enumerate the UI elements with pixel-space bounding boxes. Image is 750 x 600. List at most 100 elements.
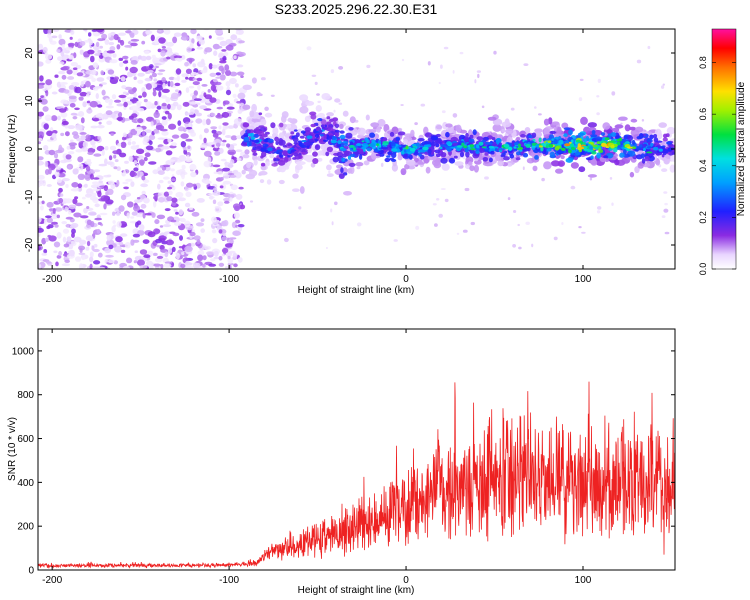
spectrogram-signal-blob (382, 143, 389, 146)
spectrogram-noise-blob (58, 251, 62, 256)
spectrogram-noise-blob (85, 80, 91, 88)
spectrogram-signal-blob (330, 139, 338, 144)
spectrogram-noise-blob (219, 60, 227, 64)
spectrogram-noise-blob (190, 72, 195, 78)
spectrogram-speckle (664, 231, 670, 235)
spectrogram-noise-blob (130, 128, 138, 136)
spectrogram-noise-blob (104, 146, 109, 151)
spectrogram-signal-blob (469, 134, 474, 139)
spectrogram-signal-blob (476, 148, 480, 151)
spectrogram-noise-blob (68, 95, 77, 100)
spectrogram-noise-blob (158, 90, 162, 98)
spectrogram-signal-blob (424, 132, 433, 138)
spectrogram-signal-blob (452, 142, 458, 146)
spectrogram-noise-blob (52, 29, 60, 33)
snr-y-tick-label: 0 (28, 566, 34, 577)
spectrogram-signal-blob (671, 151, 675, 155)
spectrogram-signal-blob (397, 154, 403, 161)
spectrogram-signal-blob (619, 152, 625, 158)
spectrogram-noise-blob (180, 217, 186, 223)
spectrogram-noise-blob (159, 165, 164, 168)
spectrogram-noise-blob (164, 208, 171, 212)
spectrogram-noise-blob (43, 123, 49, 130)
spectrogram-signal-blob (662, 137, 668, 142)
spectrogram-signal-blob (475, 150, 480, 154)
spectrogram-noise-blob (228, 172, 235, 176)
spectrogram-speckle (317, 100, 321, 104)
spectrogram-speckle (452, 70, 455, 74)
spectrogram-signal-blob (281, 111, 289, 119)
spectrogram-signal-blob (522, 152, 529, 158)
spectrogram-noise-blob (86, 100, 91, 104)
spectrogram-signal-blob (326, 116, 331, 120)
spectrogram-noise-blob (100, 82, 107, 85)
spectrogram-speckle (440, 188, 446, 190)
spectrogram-noise-blob (58, 197, 64, 204)
spectrogram-noise-blob (124, 160, 129, 164)
spectrogram-noise-blob (55, 261, 59, 267)
spectrogram-noise-blob (208, 35, 212, 39)
spectrogram-noise-blob (98, 121, 102, 125)
spectrogram-speckle (484, 176, 489, 180)
spectrogram-signal-blob (556, 126, 562, 135)
spectrogram-signal-blob (287, 149, 291, 154)
spectrogram-noise-blob (46, 225, 51, 230)
spectrogram-noise-blob (113, 224, 117, 228)
spectrogram-noise-blob (143, 98, 148, 103)
spectrogram-noise-blob (148, 134, 156, 140)
spectrogram-noise-blob (132, 233, 140, 238)
spectrogram-signal-blob (463, 145, 468, 149)
spectrogram-signal-blob (627, 146, 633, 149)
spectrogram-noise-blob (212, 78, 218, 83)
spectrogram-noise-blob (161, 88, 170, 93)
spectrogram-noise-blob (63, 89, 70, 94)
snr-x-ticks: -200 -100 0 100 (42, 329, 592, 586)
spectrogram-signal-blob (644, 155, 650, 162)
spectrogram-noise-blob (93, 260, 101, 265)
spectrogram-signal-blob (345, 132, 353, 139)
spectrogram-noise-blob (225, 44, 234, 51)
spectrogram-signal-blob (292, 137, 299, 143)
spectrogram-signal-blob (326, 112, 334, 117)
spectrogram-signal-blob (344, 150, 349, 157)
spectrogram-signal-blob (369, 143, 376, 148)
spectrogram-noise-blob (186, 182, 194, 188)
spectrogram-noise-blob (229, 174, 237, 178)
spectrogram-noise-blob (157, 170, 165, 176)
spectrogram-noise-blob (156, 214, 166, 220)
spectrogram-noise-blob (175, 169, 182, 176)
spectrogram-noise-blob (214, 151, 221, 156)
spectrogram-noise-blob (170, 219, 177, 223)
spectrogram-signal-blob (516, 136, 521, 141)
spectrogram-speckle (663, 208, 669, 213)
spectrogram-noise-blob (79, 41, 86, 46)
spectrogram-signal-blob (495, 153, 502, 162)
spectrogram-signal-blob (590, 155, 594, 160)
spectrogram-speckle (438, 81, 441, 85)
spectrogram-noise-blob (38, 141, 42, 145)
spectrogram-speckle (261, 77, 266, 81)
spectrogram-noise-blob (214, 206, 221, 209)
spectrogram-signal-blob (591, 138, 597, 142)
spectrogram-noise-blob (61, 263, 71, 267)
spectrogram-noise-blob (106, 234, 112, 241)
spectrogram-signal-blob (578, 166, 586, 173)
spectrogram-noise-blob (232, 203, 241, 210)
spectrogram-signal-blob (265, 161, 270, 167)
spectrogram-noise-blob (84, 174, 91, 181)
spectrogram-noise-blob (86, 108, 93, 114)
spectrogram-noise-blob (181, 251, 185, 256)
spectrogram-signal-blob (410, 129, 415, 137)
spectrogram-noise-blob (154, 63, 162, 66)
spectrogram-signal-blob (646, 146, 652, 149)
spectrogram-marks (38, 29, 675, 269)
spectrogram-noise-blob (97, 266, 106, 269)
spectrogram-signal-blob (656, 140, 663, 143)
spectrogram-noise-blob (133, 204, 140, 212)
spectrogram-noise-blob (236, 64, 244, 68)
spectrogram-noise-blob (221, 49, 227, 52)
spectrogram-noise-blob (180, 141, 187, 148)
spectrogram-noise-blob (67, 125, 76, 130)
spectrogram-noise-blob (197, 250, 205, 256)
spectrogram-noise-blob (137, 72, 145, 77)
